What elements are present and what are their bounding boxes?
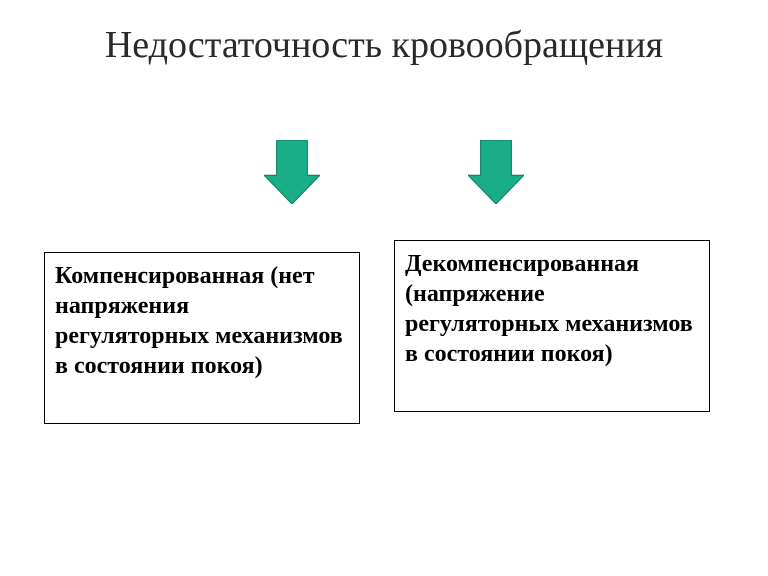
arrow-down-icon bbox=[264, 140, 320, 204]
diagram-stage: Недостаточность кровообращения Компенсир… bbox=[0, 0, 768, 576]
box-decompensated: Декомпенсированная (напряжение регулятор… bbox=[394, 240, 710, 412]
down-arrow-left bbox=[264, 140, 320, 204]
diagram-title: Недостаточность кровообращения bbox=[0, 22, 768, 70]
box-compensated: Компенсированная (нет напряжения регулят… bbox=[44, 252, 360, 424]
arrow-down-icon bbox=[468, 140, 524, 204]
down-arrow-right bbox=[468, 140, 524, 204]
